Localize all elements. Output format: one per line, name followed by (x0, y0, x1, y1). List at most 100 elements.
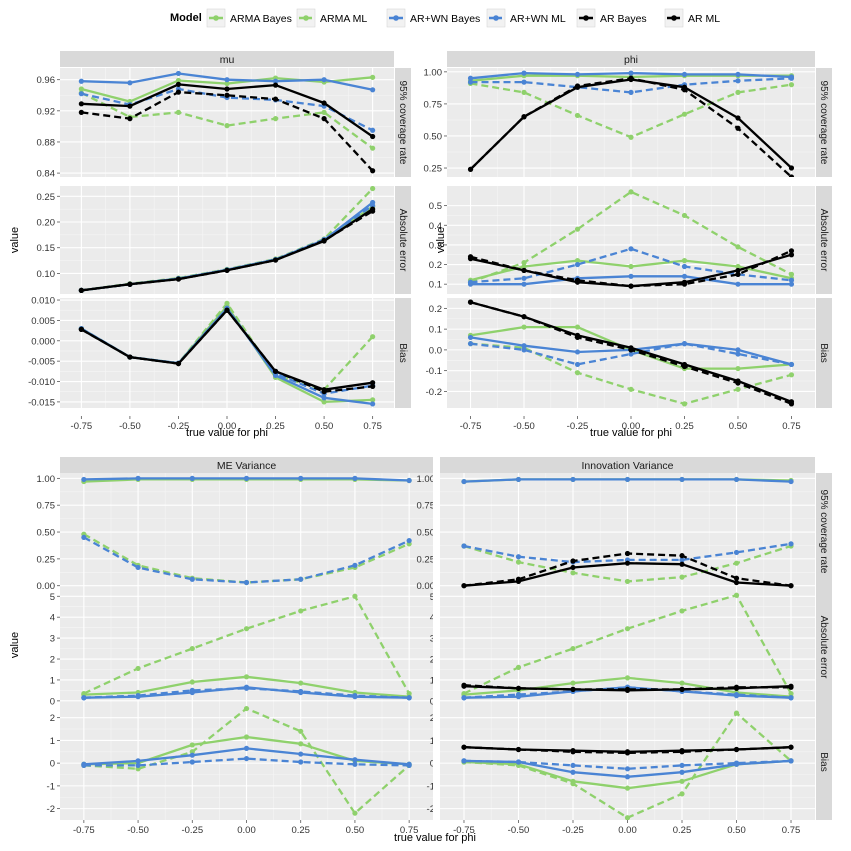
point-ar_ml (733, 575, 740, 581)
row-strip-label: 95% coverage rate (818, 490, 829, 574)
point-arwn_ml (515, 691, 522, 698)
series-group (81, 475, 412, 586)
point-arma_ml (406, 690, 412, 697)
y-tick-label: -0.010 (28, 377, 55, 388)
series-group (461, 476, 794, 589)
point-arwn_bayes (370, 87, 376, 93)
y-tick-label: 5 (430, 592, 435, 603)
point-arma_ml (628, 134, 634, 140)
point-arwn_bayes (624, 476, 631, 483)
point-ar_bayes (788, 165, 795, 171)
point-arwn_bayes (628, 273, 634, 279)
y-tick-label: -2 (427, 804, 435, 815)
legend-entry-arwn_bayes: AR+WN Bayes (386, 8, 480, 28)
point-arma_ml (570, 781, 576, 787)
point-arma_bayes (574, 258, 581, 264)
point-arma_ml (224, 123, 230, 129)
point-arma_ml (788, 690, 794, 697)
row-strip (816, 473, 832, 590)
point-arwn_ml (298, 759, 304, 765)
point-arwn_bayes (243, 745, 250, 751)
point-ar_ml (733, 684, 740, 690)
series-group (461, 592, 794, 701)
point-arwn_bayes (679, 476, 685, 483)
x-tick-label: 0.25 (266, 421, 285, 432)
point-arwn_ml (681, 341, 688, 347)
point-arwn_ml (243, 685, 250, 691)
point-ar_ml (224, 267, 230, 273)
point-arwn_ml (135, 693, 141, 699)
x-axis-title: true value for phi (394, 832, 476, 844)
point-ar_ml (788, 744, 794, 750)
point-arwn_ml (679, 762, 685, 769)
point-ar_ml (628, 347, 634, 353)
point-ar_ml (570, 749, 576, 755)
point-ar_ml (735, 271, 741, 277)
y-tick-label: -0.2 (426, 387, 442, 398)
point-arwn_ml (135, 762, 141, 769)
point-arwn_ml (570, 762, 576, 769)
x-tick-label: 0.00 (218, 421, 237, 432)
row-strip (816, 590, 832, 704)
x-tick-label: 0.50 (346, 825, 365, 836)
point-arwn_ml (467, 79, 474, 85)
point-ar_ml (321, 116, 327, 122)
point-ar_bayes (224, 86, 230, 92)
point-arwn_bayes (135, 758, 141, 764)
point-ar_ml (175, 276, 182, 282)
point-ar_bayes (624, 560, 631, 566)
point-arma_bayes (298, 680, 304, 686)
point-ar_bayes (127, 103, 133, 109)
point-arwn_ml (189, 576, 195, 582)
point-arwn_ml (467, 279, 474, 285)
point-arwn_bayes (321, 77, 327, 83)
point-ar_bayes (788, 252, 795, 258)
point-arma_ml (681, 212, 688, 219)
point-ar_ml (681, 363, 688, 370)
point-arma_ml (624, 815, 631, 820)
y-tick-label: 0.00 (417, 581, 436, 592)
y-tick-label: 0.1 (429, 280, 442, 291)
point-arwn_ml (788, 695, 794, 701)
point-arwn_bayes (175, 70, 182, 77)
point-ar_ml (628, 75, 634, 81)
point-arwn_bayes (352, 475, 358, 481)
y-tick-label: 0.3 (429, 240, 442, 251)
y-tick-label: 0.84 (37, 169, 56, 180)
point-arwn_ml (135, 564, 141, 571)
point-ar_bayes (570, 564, 576, 571)
point-arma_bayes (521, 263, 527, 270)
point-arwn_bayes (515, 476, 522, 483)
point-arwn_ml (679, 557, 685, 563)
point-arwn_ml (574, 261, 581, 268)
row-strip-label: Absolute error (818, 616, 829, 679)
point-arwn_ml (624, 766, 631, 772)
point-arwn_ml (243, 579, 250, 586)
point-arwn_bayes (788, 478, 794, 485)
y-tick-label: 3 (50, 634, 55, 645)
row-strip-label: Absolute error (818, 209, 829, 272)
point-arma_ml (735, 89, 741, 95)
point-arwn_ml (78, 91, 84, 97)
y-tick-label: 5 (50, 592, 55, 603)
point-arma_ml (521, 89, 527, 95)
point-ar_bayes (78, 101, 84, 107)
x-tick-label: 0.25 (673, 825, 692, 836)
y-tick-label: 2 (430, 655, 435, 666)
legend-title: Model (170, 12, 202, 24)
y-tick-label: 0.00 (37, 581, 56, 592)
legend-key-point (671, 15, 677, 21)
point-arma_bayes (679, 680, 685, 686)
row-strip (395, 186, 411, 294)
panel-absolute-error: 0.1 0.2 0.3 0.4 0.5 Absolute error (429, 186, 832, 294)
series-group (81, 593, 412, 701)
point-ar_ml (521, 314, 527, 320)
point-arwn_ml (189, 687, 195, 694)
point-arwn_bayes (735, 281, 741, 287)
point-arwn_ml (352, 693, 358, 699)
point-arma_bayes (681, 258, 688, 264)
series-group (467, 70, 795, 177)
point-arma_bayes (243, 674, 250, 680)
y-tick-label: 0.96 (37, 75, 56, 86)
